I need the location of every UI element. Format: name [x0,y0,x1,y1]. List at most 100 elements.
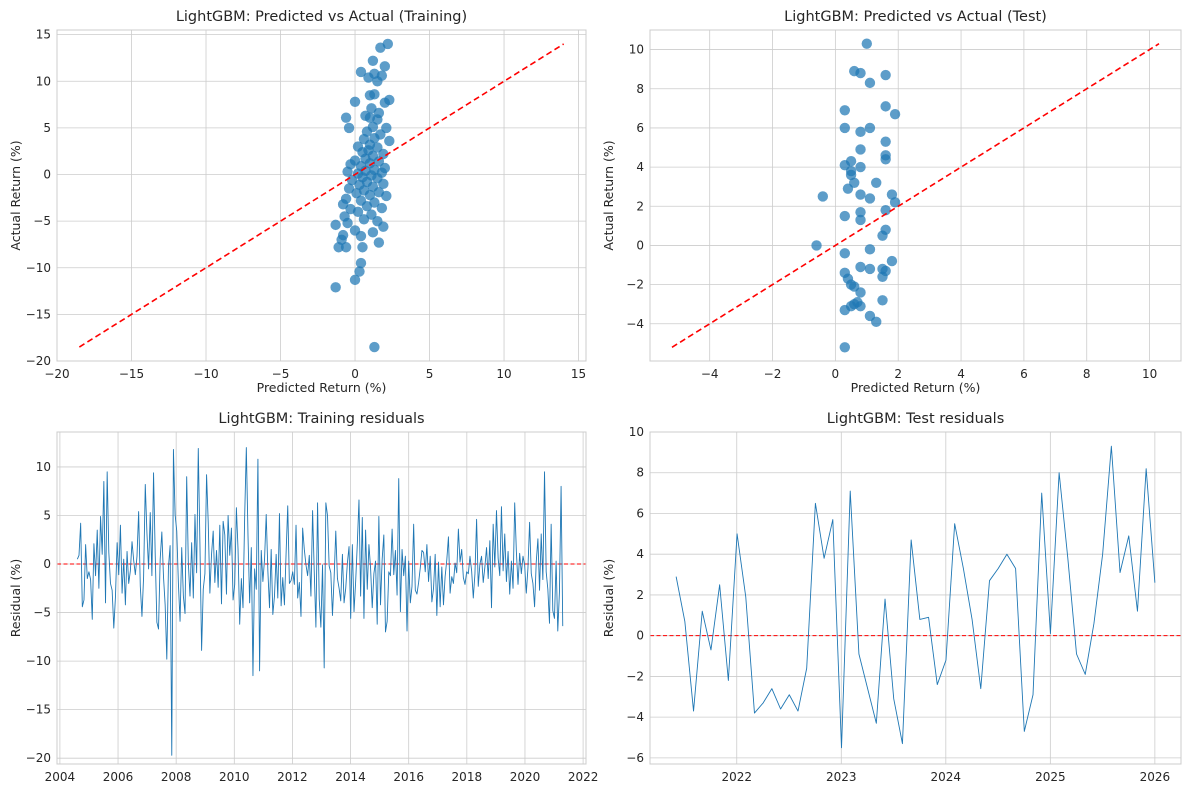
scatter-point [877,271,888,282]
x-tick-label: 0 [351,367,359,381]
x-tick-label: 2004 [45,770,76,784]
scatter-point [342,217,353,229]
scatter-point [364,189,376,201]
subplot-title: LightGBM: Training residuals [218,411,424,427]
scatter-point [363,72,374,83]
x-tick-label: 8 [1083,367,1091,381]
x-tick-label: 10 [1142,367,1157,381]
y-tick-label: 4 [636,547,644,561]
scatter-point [376,202,388,214]
scatter-point [871,177,882,188]
scatter-point [343,183,355,194]
scatter-point [842,183,854,194]
x-tick-label: 2008 [161,770,192,784]
scatter-point [880,204,891,216]
scatter-point [855,189,866,200]
y-tick-label: 2 [636,199,644,213]
scatter-point [355,230,367,242]
scatter-point [333,242,344,253]
residual-line [76,447,564,756]
scatter-point [886,255,898,267]
subplot-3: 2004 2006 2008 2010 2012 2014 2016 2018 2020 2022… [8,411,598,784]
y-tick-label: 2 [636,588,644,602]
x-axis-label: Predicted Return (%) [851,380,981,395]
scatter-point [349,274,361,286]
x-tick-label: 2 [894,367,902,381]
scatter-point [864,263,876,275]
subplot-title: LightGBM: Predicted vs Actual (Training) [176,9,467,25]
x-tick-label: 2012 [277,770,308,784]
scatter-point [355,257,367,269]
y-tick-label: −10 [26,654,51,668]
x-tick-label: 2022 [568,770,599,784]
y-tick-label: 8 [636,82,644,96]
scatter-point [330,282,341,293]
scatter-point [889,109,901,120]
axes-frame [649,431,1182,765]
y-tick-label: 5 [43,121,51,135]
scatter-point [372,114,383,125]
x-tick-label: 0 [832,367,840,381]
scatter-point [378,178,389,190]
x-axis-label: Predicted Return (%) [257,380,387,395]
y-axis-label: Actual Return (%) [8,140,23,250]
x-tick-label: 4 [957,367,965,381]
y-tick-label: −15 [26,307,51,321]
y-tick-label: −2 [626,278,644,292]
y-tick-label: 6 [636,121,644,135]
scatter-point [861,38,872,49]
subplot-1: −20 −15 −10 −5 0 5 10 15 −20 −15 −10 −5 0 5 10 15 LightG… [8,9,587,395]
scatter-point [864,77,876,89]
scatter-point [855,206,866,218]
y-tick-label: 0 [636,629,644,643]
scatter-point [358,214,370,225]
scatter-point [886,189,898,200]
y-tick-label: 0 [636,238,644,252]
scatter-point [343,122,355,134]
y-tick-label: 10 [36,460,51,474]
y-tick-label: −6 [626,751,644,765]
scatter-point [864,122,876,134]
axes-frame [56,431,587,765]
plot-area [650,445,1181,749]
x-tick-label: −2 [764,367,782,381]
x-tick-label: 2024 [931,770,962,784]
x-tick-label: −10 [193,367,218,381]
y-tick-label: 5 [43,508,51,522]
y-tick-label: −5 [33,214,51,228]
x-tick-label: 2006 [103,770,134,784]
scatter-point [845,279,857,290]
scatter-point [864,244,876,255]
x-tick-label: 2016 [393,770,424,784]
scatter-point [369,89,380,100]
scatter-point [340,242,352,253]
y-tick-label: −15 [26,703,51,717]
y-tick-label: −20 [26,751,51,765]
y-tick-label: −4 [626,317,644,331]
y-axis-label: Residual (%) [601,559,616,637]
x-tick-label: 6 [1020,367,1028,381]
scatter-point [839,342,851,353]
scatter-point [337,199,349,210]
scatter-point [361,201,373,212]
y-tick-label: 6 [636,506,644,520]
scatter-point [381,190,392,202]
subplot-4: 2022 2023 2024 2025 2026 −6 −4 −2 0 2 4 6 8 10 LightGB… [601,411,1182,784]
y-tick-label: 8 [636,466,644,480]
scatter-point [355,66,367,78]
scatter-point [349,96,361,107]
scatter-point [367,227,379,238]
scatter-point [880,136,891,147]
y-tick-label: 0 [43,557,51,571]
residual-line [675,445,1156,749]
scatter-point [880,101,891,112]
scatter-point [330,219,341,231]
scatter-point [845,169,857,181]
reference-line [78,43,565,348]
scatter-point [373,237,385,248]
plot-area [671,38,1160,353]
plot-area [57,447,586,756]
x-tick-label: 10 [496,367,511,381]
y-tick-label: −20 [26,354,51,368]
scatter-point [366,103,377,114]
